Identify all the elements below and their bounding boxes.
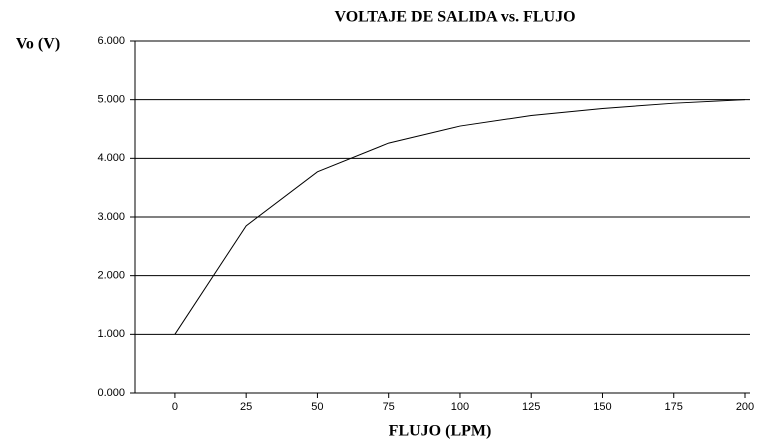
- y-tick-label: 5.000: [97, 94, 125, 106]
- x-tick-label: 100: [451, 401, 469, 413]
- x-tick-label: 75: [383, 401, 395, 413]
- y-tick-label: 2.000: [97, 270, 125, 282]
- y-axis-label: Vo (V): [16, 36, 60, 53]
- chart-title: VOLTAJE DE SALIDA vs. FLUJO: [334, 9, 575, 26]
- x-tick-label: 25: [240, 401, 252, 413]
- x-tick-label: 0: [172, 401, 178, 413]
- x-tick-label: 200: [736, 401, 754, 413]
- y-tick-label: 1.000: [97, 328, 125, 340]
- x-tick-label: 50: [311, 401, 323, 413]
- y-tick-label: 3.000: [97, 211, 125, 223]
- x-tick-label: 175: [665, 401, 683, 413]
- x-tick-label: 125: [522, 401, 540, 413]
- x-tick-label: 150: [593, 401, 611, 413]
- line: [174, 99, 746, 335]
- y-tick-label: 4.000: [97, 152, 125, 164]
- x-axis-label: FLUJO (LPM): [389, 423, 492, 440]
- y-tick-label: 0.000: [97, 387, 125, 399]
- y-tick-label: 6.000: [97, 35, 125, 47]
